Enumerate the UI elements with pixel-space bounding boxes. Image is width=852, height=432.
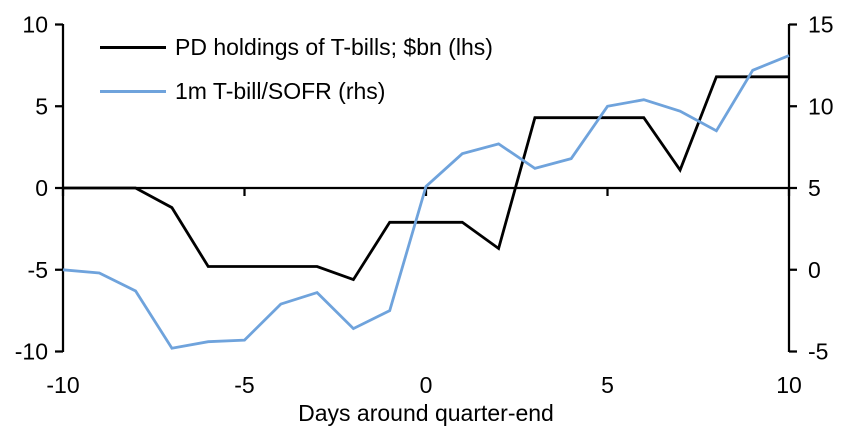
legend-line-sofr xyxy=(100,90,166,93)
left-axis-tick-label: 5 xyxy=(35,93,48,119)
x-axis-tick-label: -5 xyxy=(234,372,254,398)
legend: PD holdings of T-bills; $bn (lhs) 1m T-b… xyxy=(100,34,493,122)
left-axis-tick-label: -5 xyxy=(28,257,48,283)
series-line-pd-holdings-of-t-bills-bn-lhs xyxy=(63,75,789,282)
legend-label-pd-holdings: PD holdings of T-bills; $bn (lhs) xyxy=(175,34,493,60)
right-axis-tick-label: -5 xyxy=(808,339,828,365)
left-axis-tick-label: 10 xyxy=(22,12,48,38)
x-axis-tick-label: 0 xyxy=(420,372,433,398)
right-axis-tick-label: 0 xyxy=(808,257,821,283)
x-axis-title: Days around quarter-end xyxy=(298,400,554,426)
left-axis-tick-label: -10 xyxy=(15,339,48,365)
right-axis-tick-label: 15 xyxy=(808,12,834,38)
legend-item-pd-holdings: PD holdings of T-bills; $bn (lhs) xyxy=(100,34,493,61)
left-axis-tick-label: 0 xyxy=(35,175,48,201)
legend-item-sofr: 1m T-bill/SOFR (rhs) xyxy=(100,78,493,105)
right-axis-tick-label: 10 xyxy=(808,93,834,119)
series-line-1m-t-bill-sofr-rhs xyxy=(62,54,790,350)
right-axis-tick-label: 5 xyxy=(808,175,821,201)
x-axis-tick-label: 5 xyxy=(601,372,614,398)
x-axis-tick-label: 10 xyxy=(776,372,802,398)
x-axis-tick-label: -10 xyxy=(46,372,79,398)
legend-line-pd-holdings xyxy=(100,46,166,49)
legend-label-sofr: 1m T-bill/SOFR (rhs) xyxy=(175,78,386,104)
